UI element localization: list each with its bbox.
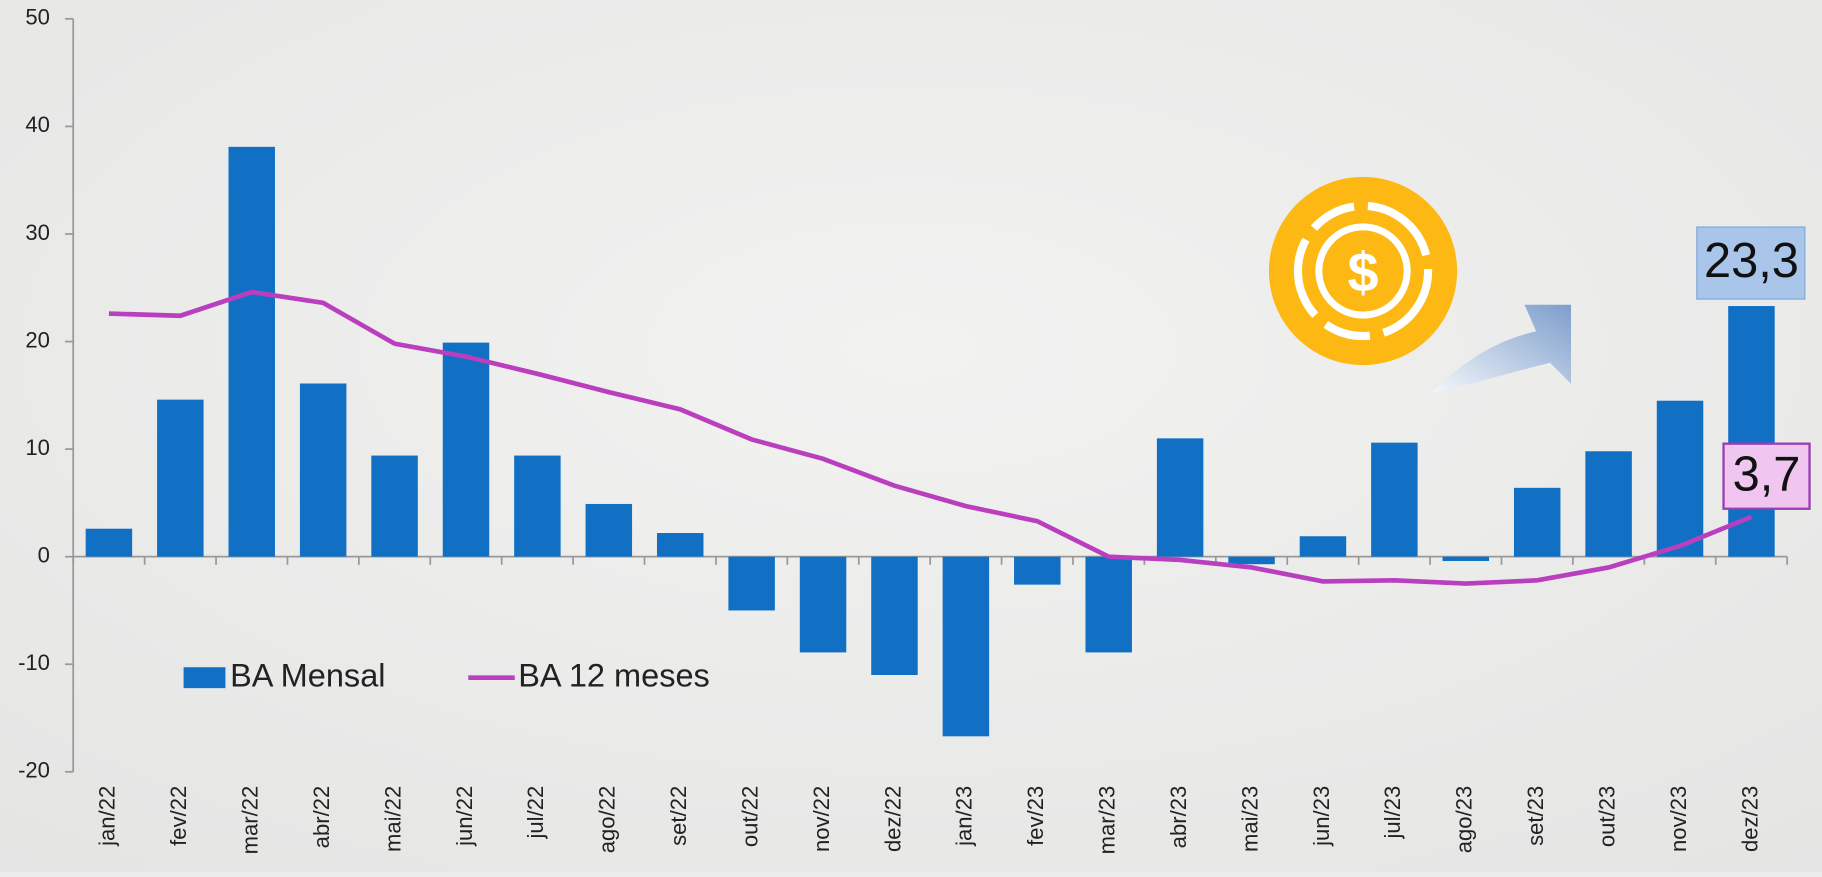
bar [1513,487,1561,557]
x-tick-label: jun/23 [1309,786,1334,847]
x-tick-label: dez/23 [1737,786,1762,852]
legend-label: BA 12 meses [518,657,710,693]
line [108,289,1753,586]
x-tick-label: mai/22 [380,786,405,852]
value-label: 23,3 [1704,234,1799,288]
x-tick-label: mar/23 [1095,786,1120,855]
bar [1299,536,1347,557]
bar [728,556,775,611]
svg-text:$: $ [1348,242,1379,304]
bar [1085,556,1132,653]
x-tick-label: out/23 [1594,786,1619,847]
bar [1728,306,1775,557]
bar [1156,438,1204,557]
value-label: 3,7 [1733,447,1801,501]
bar [514,455,561,557]
y-tick-label: 20 [25,327,50,352]
value-label-box [1696,226,1806,300]
bar [1656,400,1704,557]
x-tick-label: out/22 [737,786,762,847]
x-tick-label: nov/22 [809,786,834,852]
y-tick-label: 0 [38,543,50,568]
x-tick-label: nov/23 [1666,786,1691,852]
x-tick-label: mai/23 [1237,786,1262,852]
coin-icon: $ [1268,176,1458,366]
x-tick-label: jul/22 [523,786,548,840]
bar [442,342,490,557]
legend-swatch [183,667,226,689]
x-tick-label: jan/23 [952,786,977,847]
y-tick-label: 30 [25,220,50,245]
x-tick-label: mar/22 [238,786,263,855]
bar [371,455,418,557]
arrow-icon [1431,304,1572,394]
y-tick-label: -20 [18,758,50,783]
bar [656,533,704,557]
x-tick-label: dez/22 [880,786,905,852]
x-tick-label: fev/23 [1023,786,1048,846]
x-tick-label: set/23 [1523,786,1548,846]
legend-label: BA Mensal [230,657,385,693]
bar [871,556,918,676]
y-tick-label: 10 [25,435,50,460]
bar [1371,442,1418,557]
bar [1228,556,1275,565]
x-tick-label: abr/23 [1166,786,1191,849]
bar [157,399,204,557]
x-tick-label: ago/22 [595,786,620,853]
x-tick-label: ago/23 [1452,786,1477,853]
bar [299,383,347,557]
bar [85,528,133,557]
x-tick-label: jan/22 [95,786,120,847]
x-tick-label: jun/22 [452,786,477,847]
bar [1585,451,1632,557]
bar [228,146,275,557]
y-tick-label: 50 [25,5,50,30]
x-tick-label: set/22 [666,786,691,846]
bar [1442,556,1490,561]
y-tick-label: -10 [18,650,50,675]
value-label-box [1722,442,1811,510]
x-tick-label: fev/22 [166,786,191,846]
bar [1014,556,1061,585]
x-tick-label: jul/23 [1380,786,1405,840]
bar [942,556,990,737]
bar [799,556,847,653]
bar [585,503,633,557]
y-tick-label: 40 [25,112,50,137]
x-tick-label: abr/22 [309,786,334,849]
